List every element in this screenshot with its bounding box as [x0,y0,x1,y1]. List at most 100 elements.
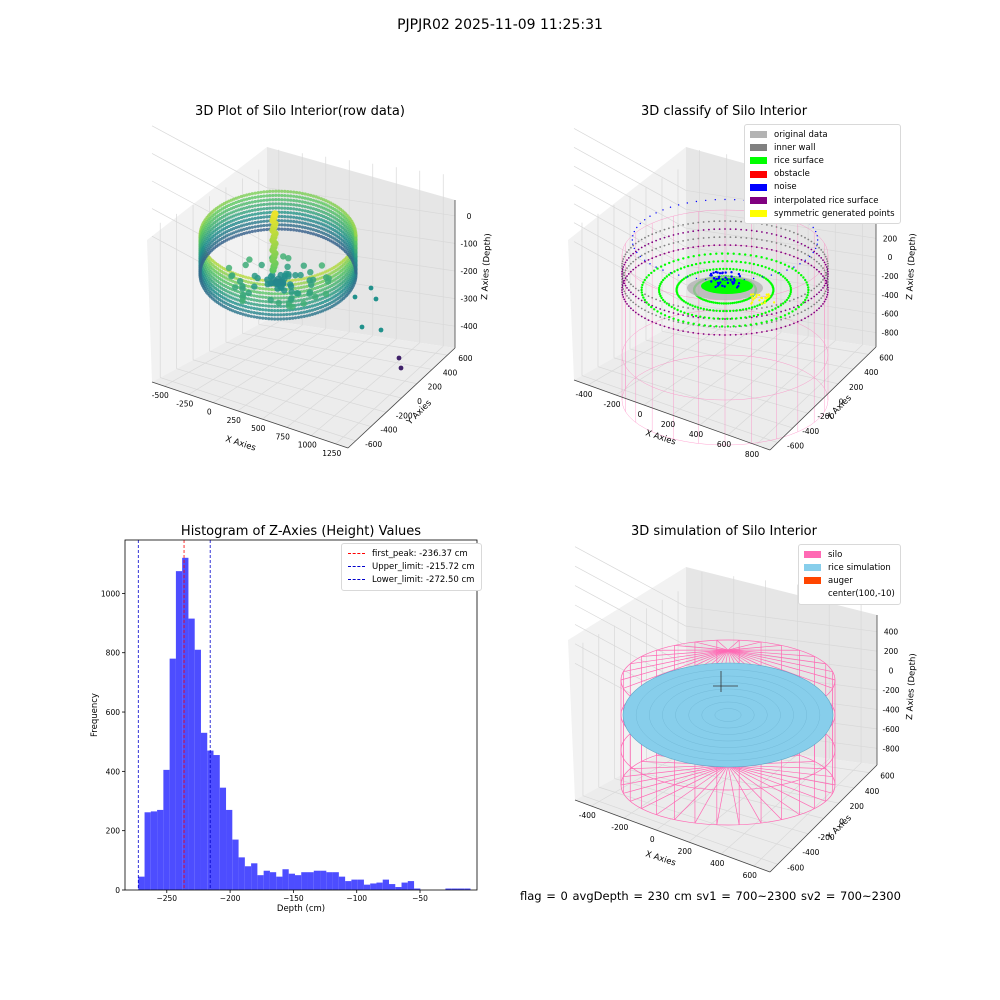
surface-point [742,269,744,271]
wall-point [780,311,782,313]
noise-point [817,244,818,245]
surface-point [745,308,747,310]
data-point [245,206,248,209]
data-point [305,314,308,317]
data-point [259,195,262,198]
wall-point [811,249,813,251]
data-point [277,202,280,205]
surface-point [715,268,717,270]
wall-point [713,236,715,238]
data-point [283,198,286,201]
wall-point [761,307,763,309]
noise-point [640,223,641,224]
wall-point [818,299,820,301]
data-point [301,200,304,203]
wall-point [628,305,630,307]
data-point [303,290,306,293]
data-point [308,305,311,308]
data-point [276,313,279,316]
data-point [248,214,251,217]
data-point [276,292,279,295]
wall-point [820,249,822,251]
histogram-bar [163,770,169,890]
data-point [289,224,292,227]
data-point [295,216,298,219]
wall-point [761,331,763,333]
surface-point [789,285,791,287]
wall-point [638,265,640,267]
wall-point [807,239,809,241]
wall-point [785,253,787,255]
wall-point [628,265,630,267]
data-point [267,313,270,316]
data-point [248,222,251,225]
y-tick-label: -600 [787,863,804,872]
surface-point [736,268,738,270]
data-point [312,199,315,202]
data-point [250,306,253,309]
data-point [292,199,295,202]
data-point [288,313,291,316]
data-point [248,205,251,208]
surface-point [717,260,719,262]
surface-point [784,314,786,316]
wall-point [724,244,726,246]
wall-point [816,269,818,271]
data-point [280,228,283,231]
wall-point [719,244,721,246]
surface-point [786,279,788,281]
surface-point [780,316,782,318]
histogram-bar [282,869,288,890]
wall-point [766,224,768,226]
wall-point [622,284,624,286]
data-point [292,203,295,206]
wall-point [622,276,624,278]
surface-point [645,276,647,278]
surface-point [772,287,774,289]
wall-point [677,329,679,331]
data-point [265,190,268,193]
data-point [312,211,315,214]
legend-swatch [750,131,767,138]
surface-point [693,323,695,325]
surface-point [753,315,755,317]
surface-point [764,312,766,314]
surface-point [687,322,689,324]
noise-point [714,286,716,288]
histogram-bar [326,872,332,890]
wall-point [826,282,828,284]
wall-point [801,235,803,237]
wall-point [820,257,822,259]
surface-point [755,323,757,325]
wall-point [664,310,666,312]
wall-point [801,243,803,245]
wall-point [785,229,787,231]
legend-item-interpolated: interpolated rice surface [750,194,895,207]
symmetric-point [764,297,766,299]
histogram-bar [345,881,351,890]
wall-point [668,235,670,237]
surface-point [761,265,763,267]
y-tick-label: 600 [880,772,895,781]
data-point [243,219,246,222]
data-point [245,227,248,230]
wall-point [622,282,624,284]
noise-point [815,248,816,249]
data-point [289,228,292,231]
surface-point [739,309,741,311]
data-point [252,273,258,279]
data-point [245,214,248,217]
surface-point [798,272,800,274]
wall-point [638,249,640,251]
surface-point [641,291,643,293]
surface-point [715,325,717,327]
y-tick-label: -600 [365,440,382,449]
wall-point [687,247,689,249]
noise-point [762,276,763,277]
data-point [309,206,312,209]
wall-point [801,259,803,261]
data-point [354,259,357,262]
x-tick-label: -200 [611,823,628,832]
wall-point [820,273,822,275]
rice-simulation-surface [623,663,833,767]
